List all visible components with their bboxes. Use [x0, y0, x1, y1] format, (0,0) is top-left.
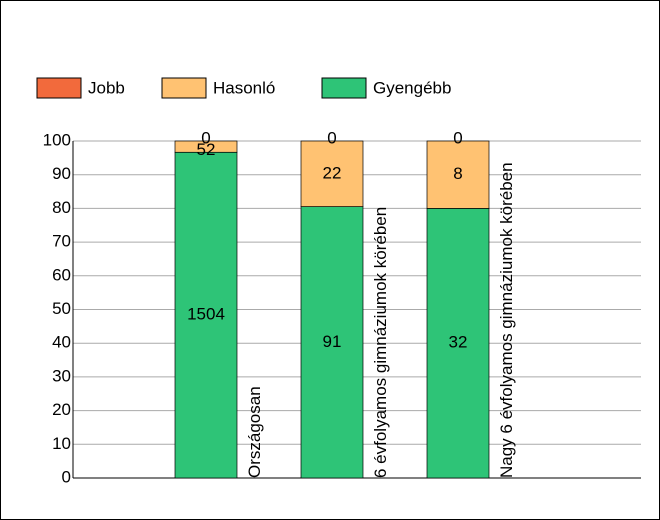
data-label: 0	[327, 128, 336, 147]
data-label: 8	[453, 164, 462, 183]
data-label: 22	[323, 163, 342, 182]
y-tick-label: 60	[52, 265, 71, 284]
y-tick-label: 40	[52, 333, 71, 352]
x-tick-label: 6 évfolyamos gimnáziumok körében	[371, 206, 390, 478]
bar-segment	[426, 140, 490, 209]
data-label: 0	[201, 128, 210, 147]
y-tick-label: 90	[52, 164, 71, 183]
bar-segment	[300, 206, 364, 479]
bar-segment	[174, 151, 238, 479]
y-tick-label: 100	[43, 130, 71, 149]
x-tick-label: Nagy 6 évfolyamos gimnáziumok körében	[497, 162, 516, 478]
y-tick-label: 20	[52, 400, 71, 419]
x-tick-label: Országosan	[245, 386, 264, 478]
y-tick-label: 10	[52, 434, 71, 453]
data-label: 52	[197, 140, 216, 159]
y-tick-label: 70	[52, 232, 71, 251]
data-label: 32	[449, 333, 468, 352]
data-label: 0	[453, 128, 462, 147]
legend-label: Hasonló	[213, 78, 275, 97]
y-tick-label: 30	[52, 366, 71, 385]
y-tick-label: 0	[62, 467, 71, 486]
y-tick-label: 80	[52, 198, 71, 217]
data-label: 91	[323, 332, 342, 351]
bar-segment	[426, 208, 490, 479]
bar-segment	[174, 140, 238, 153]
data-label: 1504	[187, 305, 225, 324]
y-tick-label: 50	[52, 299, 71, 318]
bar-segment	[300, 140, 364, 207]
legend-swatch	[36, 77, 82, 99]
legend-label: Jobb	[88, 78, 125, 97]
legend-label: Gyengébb	[373, 78, 451, 97]
legend-swatch	[321, 77, 367, 99]
legend-swatch	[161, 77, 207, 99]
